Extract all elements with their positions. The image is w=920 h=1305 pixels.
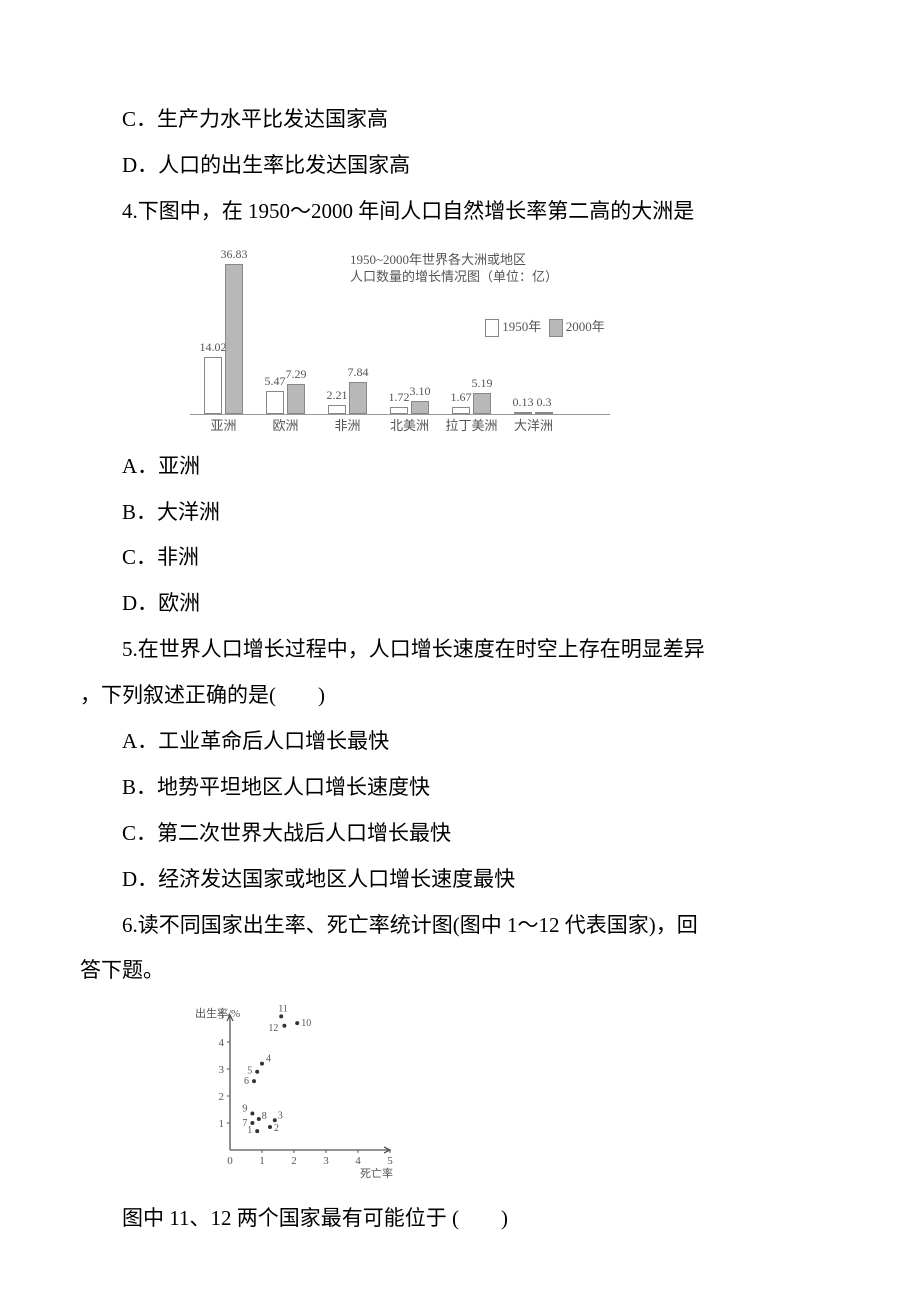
x-tick-label: 2 <box>291 1155 297 1167</box>
bar <box>225 264 243 414</box>
scatter-point-label: 5 <box>247 1066 252 1077</box>
y-axis-label: 出生率/% <box>195 1006 240 1020</box>
bar-value-label: 7.84 <box>348 365 369 380</box>
scatter-point-label: 12 <box>268 1023 278 1034</box>
scatter-point <box>260 1062 264 1066</box>
x-tick-label: 4 <box>355 1155 361 1167</box>
bar-value-label: 7.29 <box>286 367 307 382</box>
x-axis-label: 拉丁美洲 <box>445 415 497 434</box>
bar-value-label: 3.10 <box>410 384 431 399</box>
q6-scatter-chart: 12345012345出生率/%死亡率123456789101112 <box>190 1005 840 1185</box>
q5-stem-line1: 5.在世界人口增长过程中，人口增长速度在时空上存在明显差异 <box>80 630 840 670</box>
q3-option-c: C．生产力水平比发达国家高 <box>80 100 840 140</box>
bar-value-label: 1.67 <box>451 390 472 405</box>
scatter-point-label: 9 <box>242 1104 247 1115</box>
q4-bar-chart: 1950~2000年世界各大洲或地区 人口数量的增长情况图（单位：亿） 1950… <box>190 242 840 437</box>
x-axis-label: 北美洲 <box>390 415 429 434</box>
scatter-point <box>250 1121 254 1125</box>
bar-value-label: 1.72 <box>389 390 410 405</box>
x-axis-label: 大洋洲 <box>514 415 553 434</box>
scatter-point <box>257 1117 261 1121</box>
y-tick-label: 3 <box>219 1064 225 1076</box>
bar-value-label: 0.13 <box>513 395 534 410</box>
y-tick-label: 4 <box>219 1037 225 1049</box>
bar <box>266 391 284 413</box>
x-tick-label: 1 <box>259 1155 265 1167</box>
bar-value-label: 0.3 <box>537 395 552 410</box>
scatter-point <box>255 1070 259 1074</box>
q5-option-c: C．第二次世界大战后人口增长最快 <box>80 814 840 854</box>
bar <box>328 405 346 414</box>
bar <box>287 384 305 414</box>
bar-value-label: 5.19 <box>472 376 493 391</box>
bar <box>204 357 222 414</box>
bar <box>452 407 470 414</box>
x-axis-label: 非洲 <box>334 415 360 434</box>
scatter-point-label: 10 <box>301 1018 311 1029</box>
q4-stem: 4.下图中，在 1950～2000 年间人口自然增长率第二高的大洲是 <box>80 192 840 232</box>
q4-option-d: D．欧洲 <box>80 584 840 624</box>
x-tick-label: 0 <box>227 1155 233 1167</box>
scatter-point <box>279 1015 283 1019</box>
q4-option-b: B．大洋洲 <box>80 493 840 533</box>
bar <box>390 407 408 414</box>
scatter-point-label: 3 <box>278 1111 283 1122</box>
bar <box>411 401 429 414</box>
scatter-point <box>255 1129 259 1133</box>
bar <box>473 393 491 414</box>
scatter-point-label: 2 <box>274 1123 279 1134</box>
q6-follow-question: 图中 11、12 两个国家最有可能位于 ( ) <box>80 1199 840 1239</box>
scatter-point-label: 11 <box>278 1005 288 1014</box>
q5-stem-line2: ，下列叙述正确的是( ) <box>80 676 840 716</box>
bar-value-label: 5.47 <box>265 374 286 389</box>
scatter-point <box>273 1119 277 1123</box>
bar <box>349 382 367 414</box>
y-tick-label: 1 <box>219 1118 225 1130</box>
scatter-point <box>250 1112 254 1116</box>
q5-option-a: A．工业革命后人口增长最快 <box>80 722 840 762</box>
x-axis-label: 亚洲 <box>210 415 236 434</box>
scatter-point-label: 7 <box>242 1118 247 1129</box>
scatter-point-label: 4 <box>266 1054 271 1065</box>
scatter-point <box>282 1024 286 1028</box>
q6-stem-line1: 6.读不同国家出生率、死亡率统计图(图中 1～12 代表国家)，回 <box>80 906 840 946</box>
y-tick-label: 2 <box>219 1091 225 1103</box>
bar-value-label: 2.21 <box>327 388 348 403</box>
q5-option-d: D．经济发达国家或地区人口增长速度最快 <box>80 860 840 900</box>
q4-option-a: A．亚洲 <box>80 447 840 487</box>
scatter-point-label: 1 <box>247 1125 252 1136</box>
bar-value-label: 36.83 <box>221 247 248 262</box>
q5-option-b: B．地势平坦地区人口增长速度快 <box>80 768 840 808</box>
scatter-point <box>268 1125 272 1129</box>
q4-option-c: C．非洲 <box>80 538 840 578</box>
q6-stem-line2: 答下题。 <box>80 951 840 991</box>
x-tick-label: 3 <box>323 1155 329 1167</box>
scatter-point-label: 8 <box>262 1111 267 1122</box>
bar-value-label: 14.02 <box>200 340 227 355</box>
bar <box>514 412 532 414</box>
scatter-point-label: 6 <box>244 1077 249 1088</box>
x-axis-label: 欧洲 <box>272 415 298 434</box>
x-tick-label: 5 <box>387 1155 393 1167</box>
q3-option-d: D．人口的出生率比发达国家高 <box>80 146 840 186</box>
scatter-point <box>252 1080 256 1084</box>
bar <box>535 412 553 414</box>
scatter-point <box>295 1021 299 1025</box>
x-axis-label: 死亡率 <box>360 1166 393 1180</box>
